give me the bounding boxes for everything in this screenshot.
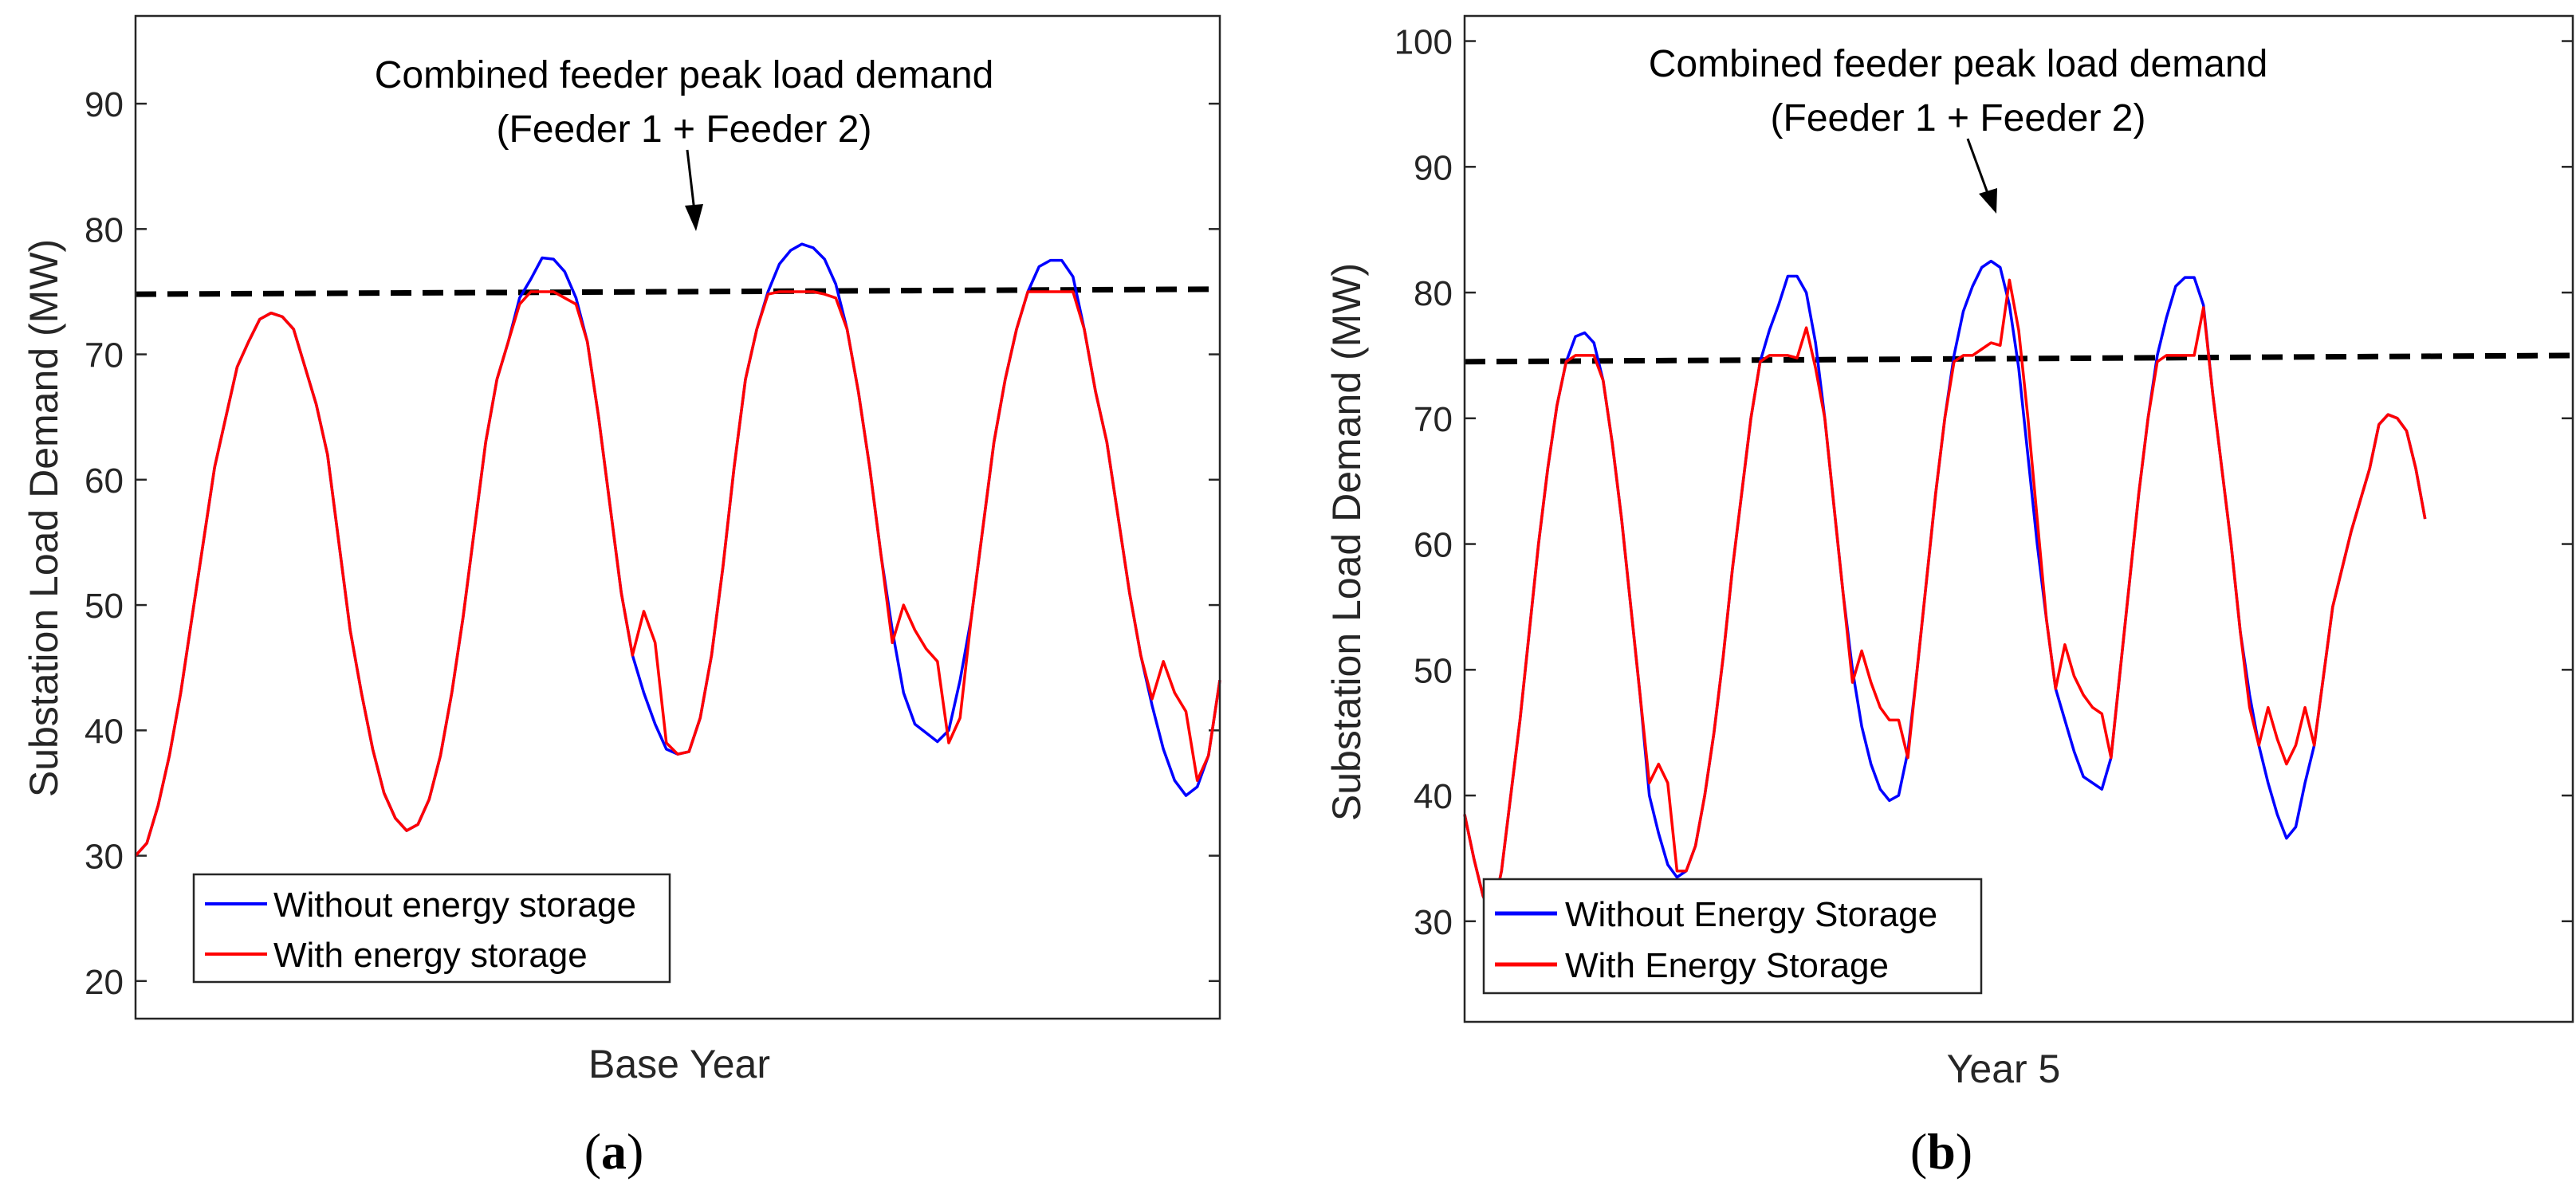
- legend-label-without-storage-b: Without Energy Storage: [1565, 895, 1937, 934]
- y-tick-label: 20: [85, 963, 124, 1002]
- panel-a-chart: 20 30 40 50 60 70 80 90 Combined feeder peak lo…: [22, 14, 1221, 1180]
- series-line-without-storage-a: [134, 242, 1221, 857]
- legend-box-b: [1482, 878, 1983, 995]
- y-tick-label: 80: [1414, 274, 1453, 313]
- y-tick-label: 50: [1414, 651, 1453, 690]
- legend-a: Without energy storage With energy stora…: [192, 873, 671, 984]
- x-axis-label-a: Base Year: [588, 1042, 770, 1086]
- plot-area-a: [134, 242, 1221, 857]
- y-tick-label: 70: [85, 336, 124, 375]
- panel-label-a: (a): [584, 1123, 644, 1180]
- y-axis-ticks-b: 30 40 50 60 70 80 90 100: [1394, 23, 2573, 942]
- y-tick-label: 90: [1414, 148, 1453, 187]
- plot-area-b: [1463, 259, 2574, 917]
- panel-b-chart: 30 40 50 60 70 80 90 100 Combined feeder peak l…: [1324, 14, 2574, 1180]
- y-tick-label: 60: [1414, 526, 1453, 565]
- legend-label-with-storage-b: With Energy Storage: [1565, 946, 1889, 985]
- plot-frame-a: [134, 14, 1221, 1020]
- y-tick-label: 30: [85, 838, 124, 877]
- series-line-with-storage-b: [1463, 278, 2427, 917]
- y-tick-label: 70: [1414, 400, 1453, 439]
- annotation-arrow-a: [685, 149, 703, 231]
- annotation-line1-b: Combined feeder peak load demand: [1649, 43, 2268, 85]
- annotation-line2-a: (Feeder 1 + Feeder 2): [497, 108, 872, 151]
- y-axis-label-b: Substation Load Demand (MW): [1324, 263, 1369, 821]
- y-tick-label: 50: [85, 587, 124, 626]
- y-tick-label: 100: [1394, 23, 1453, 62]
- y-tick-label: 90: [85, 85, 124, 124]
- legend-label-with-storage-a: With energy storage: [273, 936, 588, 975]
- legend-label-without-storage-a: Without energy storage: [273, 886, 636, 925]
- x-axis-label-b: Year 5: [1947, 1047, 2061, 1091]
- y-tick-label: 40: [1414, 777, 1453, 816]
- legend-box-a: [192, 873, 671, 984]
- y-axis-ticks-a: 20 30 40 50 60 70 80 90: [85, 85, 1220, 1002]
- y-tick-label: 60: [85, 461, 124, 501]
- legend-b: Without Energy Storage With Energy Stora…: [1482, 878, 1983, 995]
- series-line-with-storage-a: [134, 290, 1221, 857]
- plot-frame-b: [1463, 14, 2574, 1023]
- panel-label-b: (b): [1910, 1123, 1972, 1180]
- y-tick-label: 80: [85, 210, 124, 249]
- annotation-line1-a: Combined feeder peak load demand: [375, 54, 994, 96]
- annotation-arrow-b: [1966, 138, 1997, 214]
- y-tick-label: 30: [1414, 903, 1453, 942]
- annotation-line2-b: (Feeder 1 + Feeder 2): [1771, 97, 2146, 139]
- y-axis-label-a: Substation Load Demand (MW): [22, 239, 66, 797]
- y-tick-label: 40: [85, 712, 124, 751]
- threshold-dashed-line-a: [135, 286, 1221, 297]
